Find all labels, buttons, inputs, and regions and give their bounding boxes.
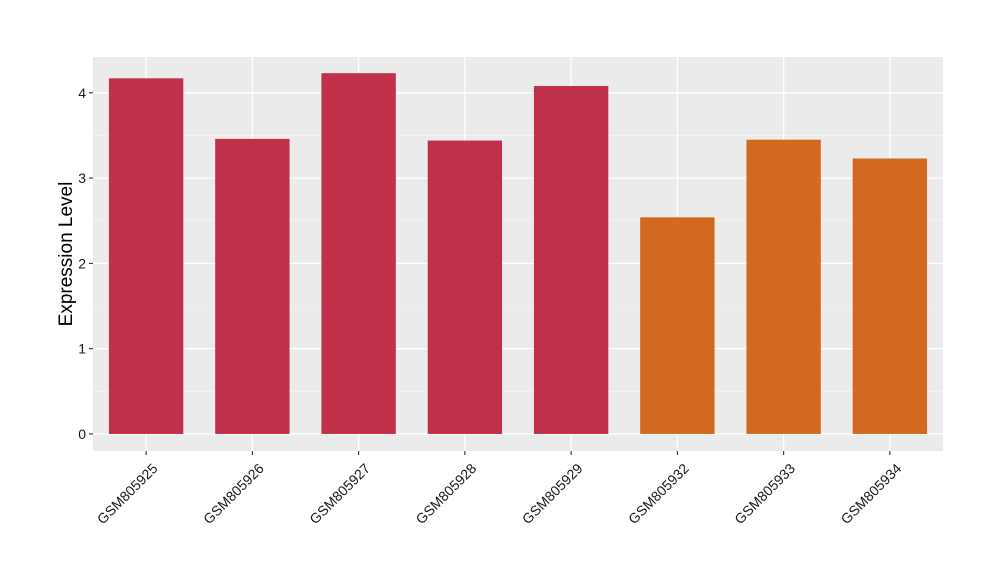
y-axis: 0 1 2 3 4 <box>78 85 93 442</box>
bar-gsm805929 <box>533 85 609 434</box>
x-tick-label: GSM805934 <box>837 460 904 527</box>
x-tick-label: GSM805933 <box>731 460 798 527</box>
x-tick-label: GSM805927 <box>306 460 373 527</box>
bar-gsm805928 <box>427 140 503 434</box>
x-tick-label: GSM805926 <box>200 460 267 527</box>
bar-gsm805933 <box>746 139 821 434</box>
bar-gsm805925 <box>108 78 184 434</box>
x-axis: GSM805925 GSM805926 GSM805927 GSM805928 GSM8… <box>94 451 905 527</box>
bars-group <box>108 73 928 434</box>
y-tick-label: 3 <box>78 170 86 186</box>
y-tick-label: 0 <box>78 426 86 442</box>
x-tick-label: GSM805925 <box>94 460 161 527</box>
bar-gsm805934 <box>852 158 928 434</box>
y-tick-label: 1 <box>78 341 86 357</box>
y-axis-title: Expression Level <box>56 182 77 327</box>
x-tick-label: GSM805929 <box>519 460 586 527</box>
y-tick-label: 2 <box>78 255 86 271</box>
x-tick-label: GSM805932 <box>625 460 692 527</box>
bar-gsm805927 <box>321 73 396 434</box>
bar-gsm805932 <box>640 217 715 434</box>
y-tick-label: 4 <box>78 85 86 101</box>
x-tick-label: GSM805928 <box>412 460 479 527</box>
bar-gsm805926 <box>215 138 290 434</box>
